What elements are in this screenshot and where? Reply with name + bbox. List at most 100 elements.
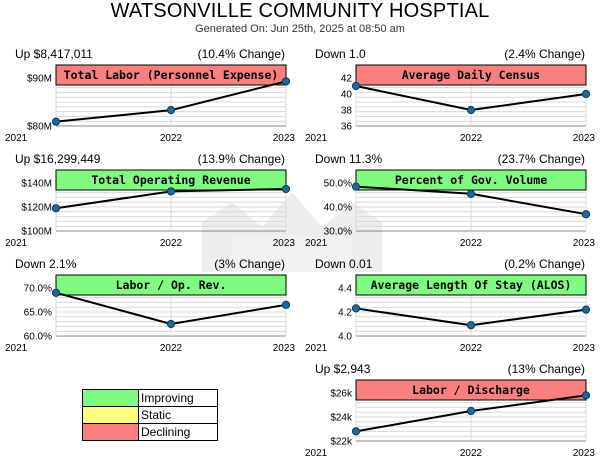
chart-banner [55, 64, 287, 86]
y-tick-label: $26k [330, 389, 353, 400]
y-tick-label: $80M [27, 122, 52, 133]
x-tick-label: 2021 [5, 133, 28, 144]
data-point [51, 117, 61, 126]
x-tick-label: 2022 [460, 238, 483, 249]
y-tick-label: 4.2 [338, 308, 352, 319]
x-tick-label: 2023 [573, 343, 596, 354]
chart-marks [51, 77, 291, 126]
x-tick-label: 2022 [160, 238, 183, 249]
y-tick-label: 4.0 [338, 332, 352, 343]
x-tick-label: 2023 [273, 238, 296, 249]
status-legend: Improving Static Declining [82, 389, 218, 441]
data-point [581, 391, 591, 400]
chart-panel-total-labor: Up $8,417,011 (10.4% Change) Total Labor… [5, 48, 295, 153]
y-tick-label: 30.0% [324, 227, 352, 238]
chart-banner [55, 274, 287, 296]
data-point [466, 105, 476, 115]
page-title: WATSONVILLE COMMUNITY HOSPTIAL [110, 0, 490, 22]
chart-ticks: 36 38 40 42 2021 2022 2023 [305, 74, 595, 145]
chart-marks [51, 184, 291, 213]
chart-panel-labor-op-rev: Down 2.1% (3% Change) Labor / Op. Rev. 6… [5, 258, 295, 363]
change-text: (23.7% Change) [497, 152, 585, 166]
change-text: (13.9% Change) [197, 152, 285, 166]
chart-marks [351, 304, 591, 330]
trend-text: Down 1.0 [315, 47, 366, 61]
chart-title: Average Length Of Stay (ALOS) [371, 278, 572, 292]
chart-svg: Average Length Of Stay (ALOS) 4.0 4.2 4.4 2… [305, 274, 595, 355]
data-point [51, 288, 61, 297]
y-tick-label: $100M [21, 227, 52, 238]
data-point [351, 182, 361, 191]
x-tick-label: 2023 [273, 343, 296, 354]
data-point [281, 77, 291, 86]
x-tick-label: 2023 [273, 133, 296, 144]
y-tick-label: $24k [330, 413, 353, 424]
legend-swatch-declining [82, 423, 139, 441]
data-point [166, 187, 176, 196]
change-text: (13% Change) [507, 362, 585, 376]
data-point [281, 300, 291, 309]
y-tick-label: 4.4 [338, 284, 352, 295]
legend-row-declining: Declining [82, 423, 218, 441]
data-point [351, 304, 361, 313]
chart-title: Total Labor (Personnel Expense) [64, 68, 279, 82]
legend-label-static: Static [138, 406, 218, 424]
change-text: (10.4% Change) [197, 47, 285, 61]
x-tick-label: 2021 [305, 448, 328, 459]
chart-svg: Total Operating Revenue $100M $120M $140M 2… [5, 169, 295, 250]
data-point [166, 106, 176, 115]
chart-panel-average-daily-census: Down 1.0 (2.4% Change) Average Daily Cen… [305, 48, 595, 153]
legend-label-improving: Improving [138, 389, 218, 407]
change-text: (2.4% Change) [504, 47, 585, 61]
chart-ticks: $100M $120M $140M 2021 2022 2023 [5, 179, 295, 250]
data-point [51, 204, 61, 213]
trend-text: Down 0.01 [315, 257, 373, 271]
x-tick-label: 2021 [5, 238, 28, 249]
x-tick-label: 2023 [573, 238, 596, 249]
x-tick-label: 2021 [305, 343, 328, 354]
y-tick-label: 36 [341, 122, 353, 133]
y-tick-label: 70.0% [24, 284, 52, 295]
chart-marks [351, 81, 591, 115]
trend-text: Down 2.1% [15, 257, 77, 271]
x-tick-label: 2023 [573, 133, 596, 144]
chart-banner [355, 64, 587, 86]
chart-banner [355, 379, 587, 401]
data-point [466, 189, 476, 198]
data-point [581, 305, 591, 314]
trend-text: Up $16,299,449 [15, 152, 101, 166]
chart-ticks: 60.0% 65.0% 70.0% 2021 2022 2023 [5, 284, 295, 355]
y-tick-label: 60.0% [24, 332, 52, 343]
x-tick-label: 2021 [5, 343, 28, 354]
trend-text: Up $2,943 [315, 362, 371, 376]
y-tick-label: $22k [330, 437, 353, 448]
x-tick-label: 2022 [460, 448, 483, 459]
y-tick-label: 40 [341, 90, 353, 101]
chart-ticks: 30.0% 40.0% 50.0% 2021 2022 2023 [305, 179, 595, 250]
chart-ticks: $22k $24k $26k 2021 2022 2023 [305, 389, 595, 460]
x-tick-label: 2022 [460, 343, 483, 354]
generated-timestamp: Generated On: Jun 25th, 2025 at 08:50 am [195, 23, 405, 35]
chart-title: Percent of Gov. Volume [395, 173, 547, 187]
chart-svg: Percent of Gov. Volume 30.0% 40.0% 50.0% 20… [305, 169, 595, 250]
chart-svg: Total Labor (Personnel Expense) $80M $90M… [5, 64, 296, 144]
y-tick-label: 65.0% [24, 308, 52, 319]
data-point [351, 81, 361, 91]
y-tick-label: 42 [341, 74, 353, 85]
chart-panel-labor-per-discharge: Up $2,943 (13% Change) Labor / Discharge… [305, 363, 595, 465]
change-text: (0.2% Change) [504, 257, 585, 271]
chart-ticks: 4.0 4.2 4.4 2021 2022 2023 [305, 284, 595, 355]
chart-marks [51, 288, 291, 329]
chart-panel-total-operating-revenue: Up $16,299,449 (13.9% Change) Total Oper… [5, 153, 295, 258]
x-tick-label: 2022 [160, 343, 183, 354]
y-tick-label: 40.0% [324, 203, 352, 214]
chart-svg: Labor / Op. Rev. 60.0% 65.0% 70.0% 2021 2022… [5, 274, 295, 355]
x-tick-label: 2023 [573, 448, 596, 459]
chart-svg: Average Daily Census 36 38 40 42 2021 2022 202… [305, 64, 595, 145]
x-tick-label: 2022 [160, 133, 183, 144]
data-point [581, 89, 591, 99]
legend-label-declining: Declining [138, 423, 218, 441]
chart-title: Average Daily Census [402, 68, 540, 82]
trend-text: Down 11.3% [315, 152, 383, 166]
chart-svg: Labor / Discharge $22k $24k $26k 2021 2022 20… [305, 379, 595, 460]
